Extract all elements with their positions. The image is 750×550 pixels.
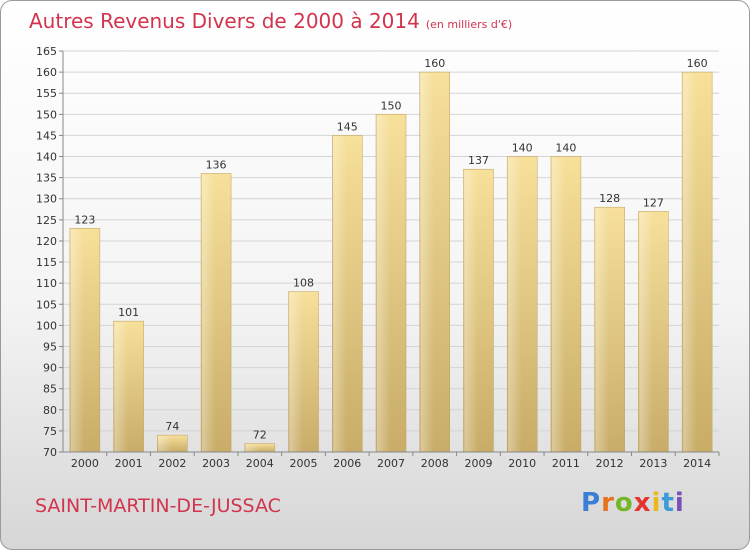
y-tick-label: 80 — [43, 404, 57, 417]
bar-highlight — [289, 292, 304, 452]
chart-title: Autres Revenus Divers de 2000 à 2014 (en … — [29, 9, 512, 33]
bar-highlight — [551, 157, 566, 453]
chart-title-main: Autres Revenus Divers de 2000 à 2014 — [29, 9, 420, 33]
bar-value-label: 128 — [599, 192, 620, 205]
proxiti-logo: Proxiti — [581, 488, 685, 518]
bar-value-label: 140 — [512, 142, 533, 155]
y-tick-label: 140 — [36, 151, 57, 164]
logo-letter: r — [601, 488, 615, 518]
bar-highlight — [333, 136, 347, 452]
bar-value-label: 160 — [424, 57, 445, 70]
bars-layer — [69, 71, 713, 453]
x-tick-label: 2004 — [246, 457, 274, 470]
commune-name: SAINT-MARTIN-DE-JUSSAC — [35, 495, 281, 517]
bar-highlight — [683, 73, 697, 453]
y-tick-label: 165 — [36, 45, 57, 58]
bar-highlight — [377, 115, 391, 452]
y-tick-label: 85 — [43, 383, 57, 396]
x-tick-label: 2011 — [552, 457, 580, 470]
bar-highlight — [158, 436, 172, 452]
y-tick-label: 95 — [43, 340, 57, 353]
bar-value-label: 136 — [206, 158, 227, 171]
bar-value-label: 108 — [293, 277, 314, 290]
bar-highlight — [595, 208, 610, 452]
bar-value-label: 101 — [118, 306, 139, 319]
x-tick-label: 2013 — [639, 457, 667, 470]
y-tick-label: 120 — [36, 235, 57, 248]
logo-letter: t — [661, 488, 675, 518]
bar-highlight — [420, 73, 435, 453]
bar-highlight — [464, 170, 478, 453]
chart-title-unit: (en milliers d'€) — [425, 18, 513, 31]
y-tick-label: 100 — [36, 319, 57, 332]
bar-value-label: 160 — [687, 57, 708, 70]
bar-highlight — [70, 229, 85, 452]
y-tick-label: 160 — [36, 66, 57, 79]
x-tick-label: 2002 — [158, 457, 186, 470]
bar-value-label: 137 — [468, 154, 489, 167]
y-tick-label: 130 — [36, 193, 57, 206]
x-tick-label: 2005 — [290, 457, 318, 470]
bar-highlight — [245, 444, 260, 452]
logo-letter: i — [674, 488, 685, 518]
y-tick-label: 125 — [36, 214, 57, 227]
bar-value-label: 123 — [74, 213, 95, 226]
logo-letter: o — [614, 488, 634, 518]
bar-highlight — [508, 157, 522, 453]
bar-value-label: 145 — [337, 120, 358, 133]
x-tick-label: 2007 — [377, 457, 405, 470]
x-tick-label: 2014 — [683, 457, 711, 470]
bar-value-label: 72 — [253, 429, 267, 442]
y-tick-label: 155 — [36, 87, 57, 100]
y-tick-label: 105 — [36, 298, 57, 311]
bar-value-label: 150 — [381, 99, 402, 112]
bar-highlight — [114, 322, 129, 452]
bar-value-label: 74 — [165, 420, 179, 433]
bar-value-label: 140 — [555, 142, 576, 155]
logo-letter: i — [651, 488, 662, 518]
y-tick-label: 135 — [36, 172, 57, 185]
x-tick-label: 2001 — [115, 457, 143, 470]
y-tick-label: 115 — [36, 256, 57, 269]
x-tick-label: 2009 — [464, 457, 492, 470]
y-tick-label: 145 — [36, 129, 57, 142]
labels-layer: 123 101 74 136 72 108 145 150 160 137 140 140 128 127… — [74, 57, 707, 441]
logo-letter: x — [633, 488, 652, 518]
x-tick-label: 2008 — [421, 457, 449, 470]
bar-highlight — [202, 174, 216, 452]
y-tick-label: 110 — [36, 277, 57, 290]
bar-highlight — [639, 212, 653, 452]
logo-letter: P — [581, 488, 602, 518]
x-tick-label: 2012 — [596, 457, 624, 470]
y-tick-label: 150 — [36, 108, 57, 121]
x-tick-label: 2003 — [202, 457, 230, 470]
axes-layer: 7075808590951001051101151201251301351401… — [36, 45, 720, 470]
bar-value-label: 127 — [643, 196, 664, 209]
x-tick-label: 2006 — [333, 457, 361, 470]
y-tick-label: 90 — [43, 362, 57, 375]
y-tick-label: 75 — [43, 425, 57, 438]
y-tick-label: 70 — [43, 446, 57, 459]
x-tick-label: 2010 — [508, 457, 536, 470]
x-tick-label: 2000 — [71, 457, 99, 470]
